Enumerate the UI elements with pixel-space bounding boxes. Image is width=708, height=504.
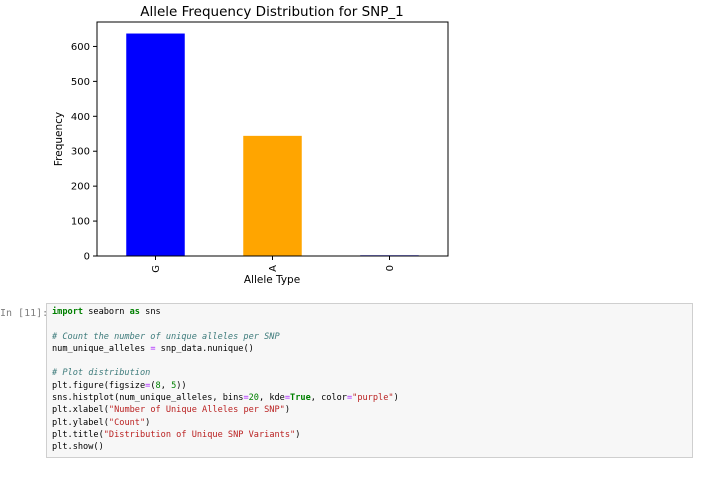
code-token: snp_data.nunique() <box>155 343 254 354</box>
code-token: import <box>52 307 84 317</box>
bar-A <box>243 135 302 256</box>
bar-G <box>126 33 185 256</box>
y-tick-label: 600 <box>71 42 90 53</box>
y-tick-label: 500 <box>71 77 90 88</box>
plot-frame <box>96 21 449 257</box>
x-tick-label: 0 <box>385 265 396 271</box>
code-token: = <box>145 380 151 391</box>
code-token: seaborn <box>83 307 130 317</box>
code-line: # Count the number of unique alleles per… <box>52 331 692 343</box>
code-token: 5 <box>171 380 177 391</box>
code-line: plt.title("Distribution of Unique SNP Va… <box>52 429 692 441</box>
code-token: plt.xlabel( <box>52 405 109 416</box>
code-token: # Count the number of unique alleles per… <box>52 331 280 342</box>
code-token: plt.show() <box>52 442 104 453</box>
chart-title: Allele Frequency Distribution for SNP_1 <box>140 4 403 20</box>
code-line: sns.histplot(num_unique_alleles, bins=20… <box>52 392 692 404</box>
code-token: ) <box>284 405 291 416</box>
code-cell[interactable]: import seaborn as sns # Count the number… <box>46 303 693 458</box>
code-token: , kde <box>258 393 285 404</box>
code-token: plt.ylabel( <box>52 417 109 428</box>
y-tick-label: 0 <box>84 252 90 263</box>
code-token: ( <box>150 380 156 391</box>
code-line: plt.ylabel("Count") <box>52 417 692 429</box>
code-token: ) <box>295 429 301 440</box>
code-token: "Distribution of Unique SNP Variants" <box>103 429 296 440</box>
code-token: 8 <box>155 380 161 391</box>
code-line: plt.show() <box>52 441 692 453</box>
code-token: num_unique_alleles <box>52 343 151 354</box>
y-tick-label: 400 <box>71 112 90 123</box>
code-line <box>52 318 692 330</box>
code-token: , <box>160 380 172 391</box>
x-axis-label: Allele Type <box>244 274 300 286</box>
code-token: # Plot distribution <box>52 368 151 379</box>
bar-chart: Allele Frequency Distribution for SNP_1 … <box>53 4 449 286</box>
code-token: True <box>290 393 311 404</box>
code-token: = <box>284 393 291 404</box>
code-token: plt.title( <box>52 429 104 440</box>
code-token: sns <box>139 307 161 317</box>
y-axis-label: Frequency <box>53 112 65 166</box>
y-tick-label: 200 <box>71 182 90 193</box>
code-token: ) <box>393 393 399 404</box>
code-token: 20 <box>248 393 259 404</box>
y-tick-label: 300 <box>71 147 90 158</box>
code-token: as <box>129 307 140 317</box>
code-line: num_unique_alleles = snp_data.nunique() <box>52 343 692 355</box>
code-line <box>52 355 692 367</box>
y-tick-label: 100 <box>71 217 90 228</box>
code-line: # Plot distribution <box>52 367 692 379</box>
code-token: "Count" <box>108 417 146 428</box>
code-token: )) <box>176 380 187 391</box>
code-line: import seaborn as sns <box>52 306 692 318</box>
code-token: "purple" <box>352 393 394 404</box>
code-token: ) <box>145 417 151 428</box>
code-token: "Number of Unique Alleles per SNP" <box>108 405 285 416</box>
x-tick-label: G <box>151 265 162 273</box>
x-tick-label: A <box>268 265 279 272</box>
code-line: plt.figure(figsize=(8, 5)) <box>52 380 692 392</box>
code-token: = <box>243 393 249 404</box>
code-token: sns.histplot(num_unique_alleles, bins <box>52 393 244 404</box>
code-line: plt.xlabel("Number of Unique Alleles per… <box>52 404 692 416</box>
code-token: = <box>346 393 353 404</box>
code-token: plt.figure(figsize <box>52 380 146 391</box>
code-token: , color <box>310 393 347 404</box>
code-token: = <box>150 343 156 354</box>
cell-prompt: In [11]: <box>0 308 49 319</box>
